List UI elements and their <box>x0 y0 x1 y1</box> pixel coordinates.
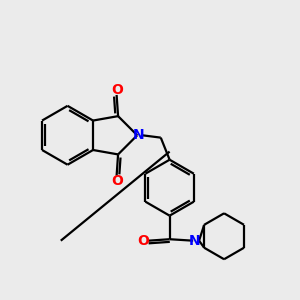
Text: O: O <box>137 234 149 248</box>
Text: N: N <box>133 128 145 142</box>
Text: O: O <box>111 82 123 97</box>
Text: N: N <box>189 234 200 248</box>
Text: O: O <box>111 174 123 188</box>
